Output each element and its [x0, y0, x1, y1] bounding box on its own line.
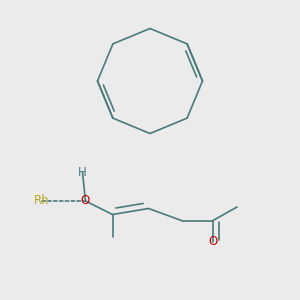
Text: O: O — [81, 194, 90, 208]
Text: H: H — [78, 166, 87, 179]
Text: Rh: Rh — [34, 194, 50, 208]
Text: O: O — [208, 235, 217, 248]
